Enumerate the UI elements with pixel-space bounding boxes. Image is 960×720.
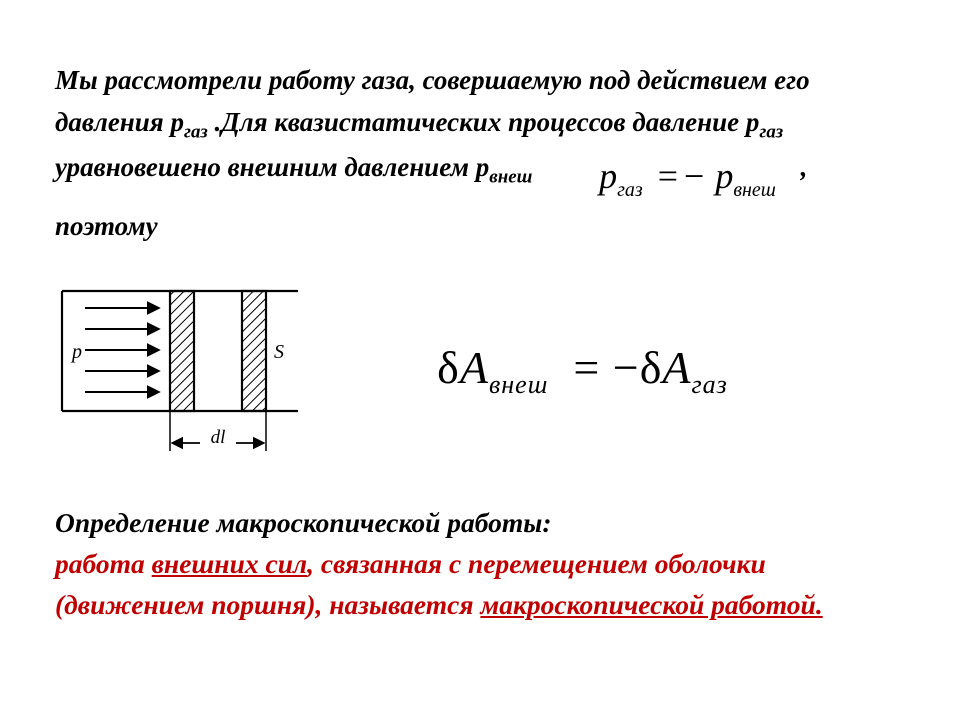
diagram-p-label: p xyxy=(70,341,82,363)
defn-r1u: внешних сил xyxy=(152,548,307,579)
intro-t3: уравновешено внешним давлением р xyxy=(55,152,489,182)
defn-head: Определение макроскопической работы: xyxy=(55,507,552,538)
diagram-s-label: S xyxy=(274,341,284,363)
defn-r3: макроскопической работой. xyxy=(480,589,822,620)
piston-diagram: p S dl xyxy=(50,276,305,466)
intro-paragraph: Мы рассмотрели работу газа, совершаемую … xyxy=(55,60,910,248)
eq1-p-right: p xyxy=(715,156,733,196)
definition-block: Определение макроскопической работы: раб… xyxy=(55,502,910,626)
eq2-sub2: газ xyxy=(692,370,728,399)
intro-sub-gaz-2: газ xyxy=(759,121,783,142)
intro-sub-vnesh: внеш xyxy=(489,166,532,187)
eq2-delta1: δ xyxy=(437,342,460,393)
eq2-A1: A xyxy=(460,342,489,393)
main-equation: δAвнеш = −δAгаз xyxy=(305,341,910,400)
inline-equation: pгаз =− pвнеш xyxy=(599,149,776,206)
eq1-sub-left: газ xyxy=(617,179,643,201)
diagram-dl-label: dl xyxy=(211,427,226,448)
middle-row: p S dl δAвнеш = −δAгаз xyxy=(55,276,910,466)
defn-r1: работа xyxy=(55,548,152,579)
intro-sub-gaz-1: газ xyxy=(184,121,208,142)
eq2-A2: A xyxy=(662,342,691,393)
eq1-sub-right: внеш xyxy=(733,179,776,201)
eq1-p-left: p xyxy=(599,156,617,196)
eq2-minus: − xyxy=(613,342,640,393)
eq1-minus: − xyxy=(684,149,706,205)
slide: Мы рассмотрели работу газа, совершаемую … xyxy=(0,0,960,720)
eq2-delta2: δ xyxy=(640,342,663,393)
intro-t2: .Для квазистатических процессов давление… xyxy=(208,107,760,137)
eq1-equals: = xyxy=(652,149,684,205)
eq2-eq: = xyxy=(573,342,600,393)
eq2-sub1: внеш xyxy=(489,370,548,399)
